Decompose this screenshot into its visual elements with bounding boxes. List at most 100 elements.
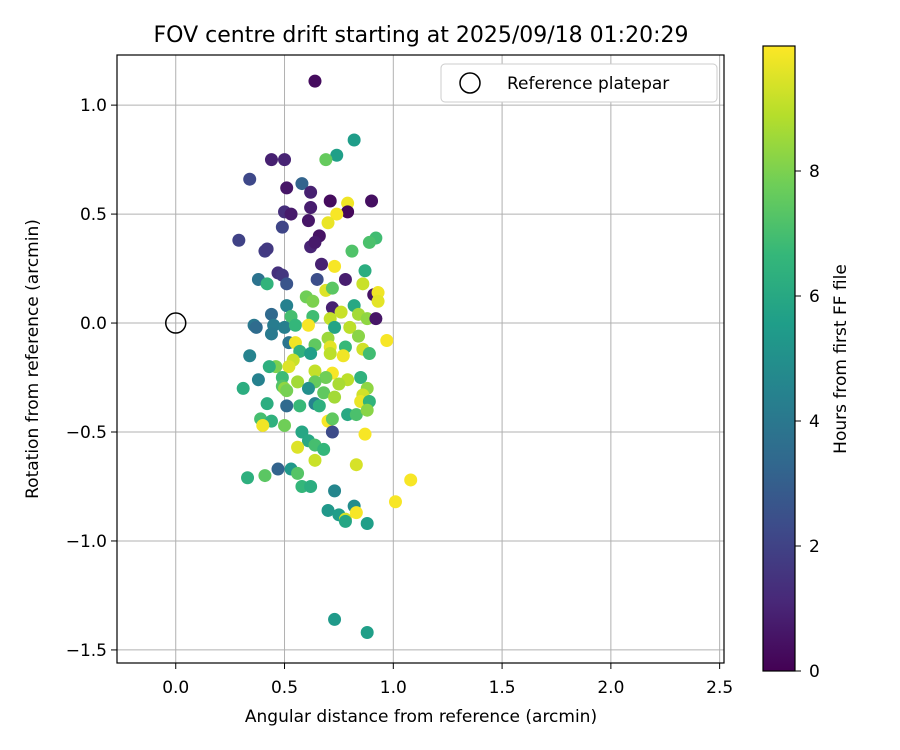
data-point — [325, 281, 339, 295]
data-point — [295, 177, 309, 191]
data-point — [260, 397, 274, 411]
data-point — [325, 412, 339, 426]
data-point — [304, 347, 318, 361]
data-point — [284, 207, 298, 221]
data-point — [319, 371, 333, 385]
x-tick-label: 1.0 — [380, 678, 407, 698]
data-point — [278, 418, 292, 432]
data-point — [360, 625, 374, 639]
data-point — [243, 349, 257, 363]
data-point — [271, 462, 285, 476]
data-point — [291, 466, 305, 480]
data-point — [308, 453, 322, 467]
y-tick-label: 1.0 — [80, 96, 107, 116]
y-tick-label: 0.0 — [80, 314, 107, 334]
legend-label-reference: Reference platepar — [507, 74, 669, 94]
data-point — [291, 440, 305, 454]
data-point — [317, 442, 331, 456]
data-point — [260, 277, 274, 291]
data-point — [236, 381, 250, 395]
data-points — [232, 74, 418, 639]
data-point — [328, 612, 342, 626]
chart-title: FOV centre drift starting at 2025/09/18 … — [154, 23, 689, 48]
data-point — [349, 458, 363, 472]
x-axis-label: Angular distance from reference (arcmin) — [245, 707, 597, 727]
data-point — [249, 320, 263, 334]
x-tick-label: 2.0 — [597, 678, 624, 698]
data-point — [280, 384, 294, 398]
data-point — [308, 74, 322, 88]
data-point — [251, 373, 265, 387]
legend-box — [440, 63, 718, 103]
data-point — [330, 207, 344, 221]
data-point — [349, 408, 363, 422]
data-point — [328, 484, 342, 498]
data-point — [232, 233, 246, 247]
x-tick-label: 2.5 — [706, 678, 733, 698]
data-point — [317, 386, 331, 400]
data-point — [301, 318, 315, 332]
data-point — [338, 272, 352, 286]
data-point — [358, 427, 372, 441]
data-point — [328, 259, 342, 273]
data-point — [262, 360, 276, 374]
colorbar-tick-label: 2 — [809, 537, 820, 557]
plot-frame — [116, 54, 725, 664]
data-point — [328, 320, 342, 334]
data-point — [371, 294, 385, 308]
x-tick-label: 0.0 — [162, 678, 189, 698]
x-tick-label: 0.5 — [271, 678, 298, 698]
x-tick-label: 1.5 — [489, 678, 516, 698]
data-point — [304, 201, 318, 215]
data-point — [347, 133, 361, 147]
data-point — [282, 360, 296, 374]
data-point — [356, 277, 370, 291]
data-point — [319, 153, 333, 167]
data-point — [310, 272, 324, 286]
data-point — [301, 381, 315, 395]
data-point — [312, 399, 326, 413]
data-point — [304, 479, 318, 493]
data-point — [388, 495, 402, 509]
data-point — [332, 377, 346, 391]
data-point — [330, 148, 344, 162]
data-point — [336, 349, 350, 363]
data-point — [280, 399, 294, 413]
data-point — [360, 517, 374, 531]
data-point — [338, 514, 352, 528]
legend-marker-reference — [459, 72, 481, 94]
data-point — [260, 242, 274, 256]
data-point — [358, 264, 372, 278]
y-axis-ticks: 1.0 0.5 0.0 −0.5 −1.0 −1.5 — [66, 96, 117, 661]
data-point — [280, 299, 294, 313]
data-point — [308, 364, 322, 378]
y-axis-label: Rotation from reference (arcmin) — [23, 219, 43, 499]
data-point — [341, 205, 355, 219]
data-point — [404, 473, 418, 487]
data-point — [351, 329, 365, 343]
grid — [117, 55, 724, 663]
reference-marker-layer — [164, 312, 187, 334]
data-point — [280, 277, 294, 291]
data-point — [362, 347, 376, 361]
data-point — [306, 294, 320, 308]
x-axis-ticks: 0.0 0.5 1.0 1.5 2.0 2.5 — [162, 663, 733, 698]
data-point — [291, 375, 305, 389]
colorbar-tick-label: 8 — [809, 162, 820, 182]
data-point — [323, 347, 337, 361]
data-point — [334, 305, 348, 319]
data-point — [325, 425, 339, 439]
y-tick-label: −1.5 — [66, 641, 107, 661]
data-point — [243, 172, 257, 186]
data-point — [345, 244, 359, 258]
data-point — [308, 235, 322, 249]
data-point — [362, 235, 376, 249]
y-tick-label: −0.5 — [66, 423, 107, 443]
data-point — [264, 327, 278, 341]
data-point — [241, 471, 255, 485]
data-point — [304, 185, 318, 199]
data-point — [365, 194, 379, 208]
data-point — [328, 390, 342, 404]
colorbar-ticks: 0 2 4 6 8 — [795, 162, 820, 682]
